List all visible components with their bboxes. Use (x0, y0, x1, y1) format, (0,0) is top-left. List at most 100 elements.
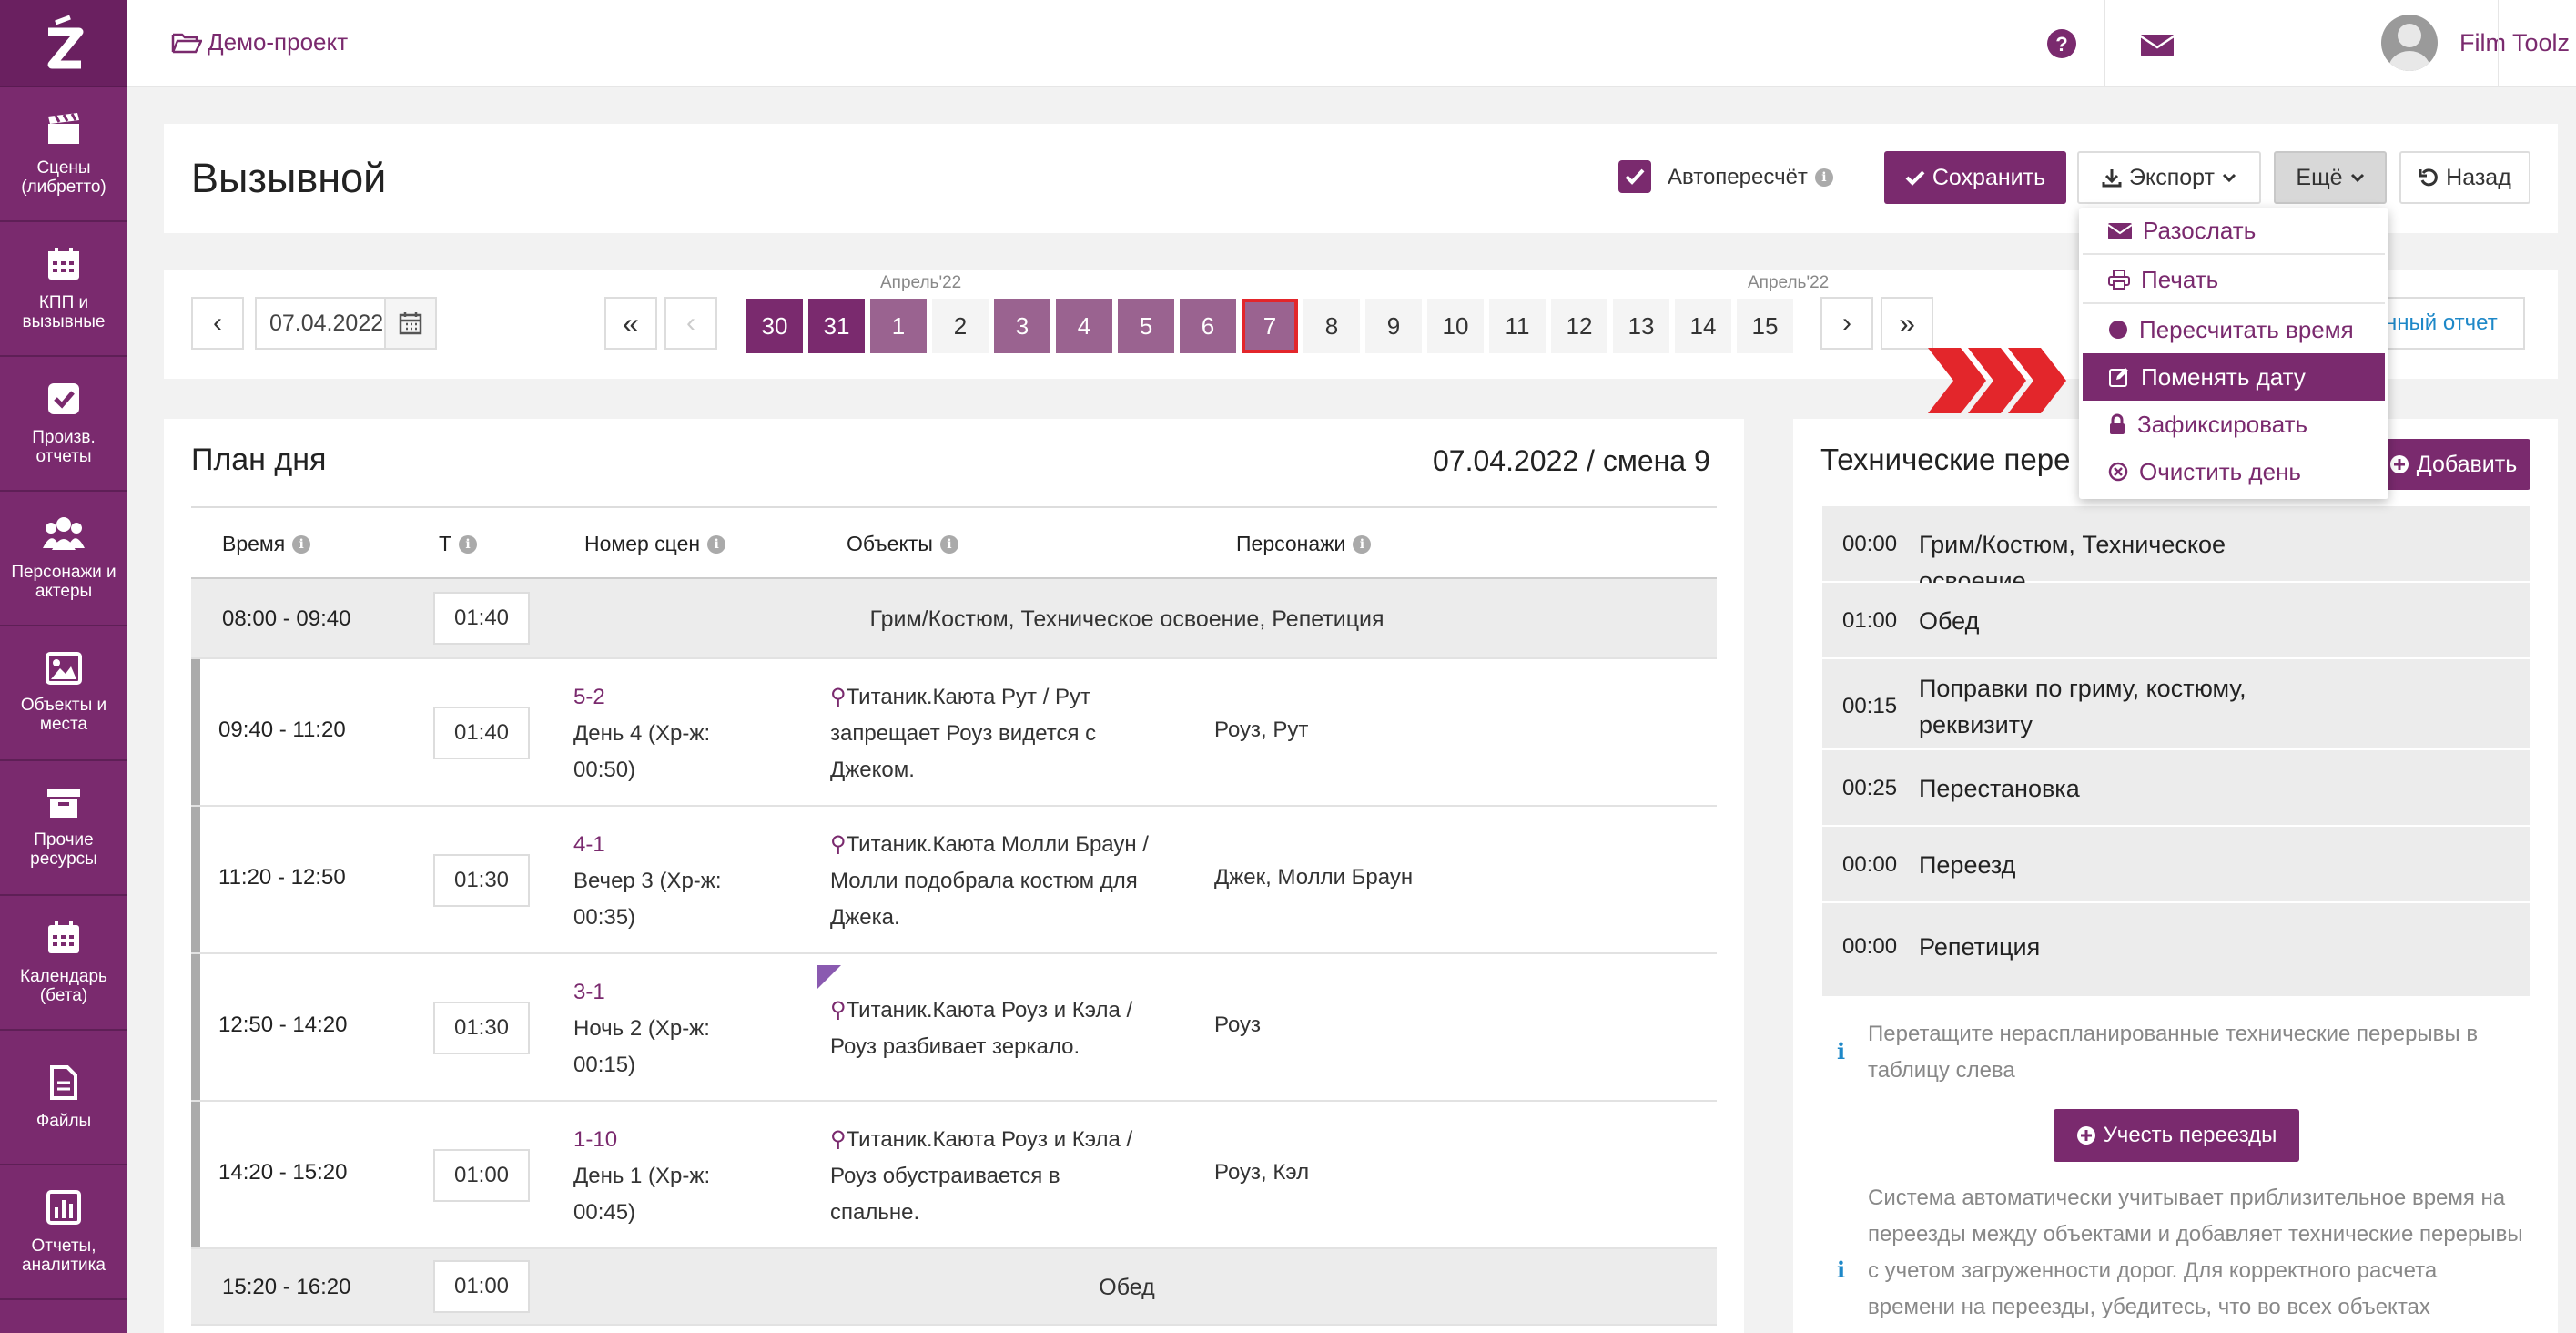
table-row[interactable]: 14:20 - 15:20 01:00 1-10 День 1 (Хр-ж: 00:… (191, 1102, 1717, 1249)
day-button[interactable]: 7 (1242, 299, 1298, 353)
duration-input[interactable]: 01:00 (433, 1149, 530, 1202)
day-button[interactable]: 3 (994, 299, 1050, 353)
info-icon[interactable]: i (292, 534, 311, 554)
scene-number-link[interactable]: 4-1 (573, 832, 605, 857)
break-item[interactable]: 00:25 Перестановка (1822, 750, 2530, 827)
sidebar-item-analytics[interactable]: Отчеты, аналитика (0, 1165, 127, 1300)
day-button[interactable]: 13 (1613, 299, 1669, 353)
table-row[interactable]: 15:20 - 16:20 01:00 Обед (191, 1249, 1717, 1326)
day-button[interactable]: 11 (1489, 299, 1546, 353)
prev-page-button[interactable]: ‹ (664, 297, 717, 350)
drag-handle[interactable] (191, 807, 200, 952)
app-logo[interactable] (0, 0, 127, 87)
messages-button[interactable] (2104, 0, 2210, 87)
day-button[interactable]: 12 (1551, 299, 1607, 353)
hint-travel: Система автоматически учитывает приблизи… (1868, 1185, 2523, 1319)
sidebar-item-locations[interactable]: Объекты и места (0, 626, 127, 761)
image-icon (46, 652, 82, 685)
duration-input[interactable]: 01:30 (433, 1002, 530, 1054)
info-icon[interactable]: i (459, 534, 478, 554)
sidebar-item-characters[interactable]: Персонажи и актеры (0, 492, 127, 626)
row-time: 09:40 - 11:20 (218, 717, 346, 742)
info-icon: i (1837, 1257, 1846, 1283)
day-button[interactable]: 30 (746, 299, 803, 353)
day-button[interactable]: 31 (808, 299, 865, 353)
project-link[interactable]: Демо-проект (171, 28, 348, 56)
duration-input[interactable]: 01:40 (433, 707, 530, 759)
project-name: Демо-проект (208, 28, 349, 56)
sidebar-item-label: КПП и вызывные (22, 293, 106, 331)
travel-button[interactable]: Учесть переезды (2054, 1109, 2299, 1162)
table-row[interactable]: 08:00 - 09:40 01:40 Грим/Костюм, Техниче… (191, 579, 1717, 659)
sidebar-item-scenes[interactable]: Сцены (либретто) (0, 87, 127, 222)
day-button[interactable]: 2 (932, 299, 989, 353)
svg-text:?: ? (2055, 33, 2067, 56)
back-button[interactable]: Назад (2399, 151, 2530, 204)
info-icon[interactable]: i (939, 534, 958, 554)
question-circle-icon: ? (2047, 29, 2076, 58)
autorecalc-checkbox[interactable] (1618, 160, 1651, 193)
info-icon[interactable]: i (1353, 534, 1372, 554)
print-icon (2108, 270, 2130, 290)
next-page-button[interactable]: › (1820, 297, 1873, 350)
table-row[interactable]: 09:40 - 11:20 01:40 5-2 День 4 (Хр-ж: 00:5… (191, 659, 1717, 807)
drag-handle[interactable] (191, 954, 200, 1100)
more-button[interactable]: Ещё (2274, 151, 2387, 204)
report-link[interactable]: нный отчет (2372, 297, 2525, 350)
scene-number-link[interactable]: 3-1 (573, 980, 605, 1004)
day-button[interactable]: 4 (1056, 299, 1112, 353)
menu-item-send[interactable]: Разослать (2083, 208, 2385, 255)
day-button[interactable]: 6 (1180, 299, 1236, 353)
scene-info: День 1 (Хр-ж: (573, 1164, 711, 1188)
table-row[interactable]: 11:20 - 12:50 01:30 4-1 Вечер 3 (Хр-ж: 00:… (191, 807, 1717, 954)
day-button[interactable]: 5 (1118, 299, 1174, 353)
break-item[interactable]: 01:00 Обед (1822, 583, 2530, 659)
sidebar-item-calendar[interactable]: Календарь (бета) (0, 896, 127, 1031)
save-label: Сохранить (1932, 164, 2046, 190)
object-cell: ⚲Титаник.Каюта Роуз и Кэла / Роуз обустра… (830, 1127, 1133, 1225)
duration-input[interactable]: 01:40 (433, 592, 530, 645)
calendar-button[interactable] (384, 297, 437, 350)
scene-number-link[interactable]: 1-10 (573, 1127, 618, 1152)
menu-item-change-date[interactable]: Поменять дату (2083, 353, 2385, 401)
help-button[interactable]: ? (2012, 0, 2112, 87)
save-button[interactable]: Сохранить (1884, 151, 2066, 204)
prev-date-button[interactable]: ‹ (191, 297, 244, 350)
menu-item-recalc[interactable]: Пересчитать время (2083, 306, 2385, 353)
add-break-button[interactable]: Добавить (2376, 439, 2530, 490)
scene-number-link[interactable]: 5-2 (573, 685, 605, 709)
day-button[interactable]: 15 (1737, 299, 1793, 353)
sidebar: Сцены (либретто) КПП и вызывные Произв. … (0, 0, 127, 1333)
sidebar-item-files[interactable]: Файлы (0, 1031, 127, 1165)
info-icon[interactable]: i (707, 534, 726, 554)
drag-handle[interactable] (191, 659, 200, 805)
break-item[interactable]: 00:00 Репетиция (1822, 903, 2530, 998)
archive-icon (47, 789, 80, 818)
day-button[interactable]: 10 (1427, 299, 1484, 353)
sidebar-item-label: Сцены (либретто) (21, 158, 106, 197)
info-icon[interactable]: i (1814, 168, 1833, 187)
duration-input[interactable]: 01:00 (433, 1260, 530, 1313)
day-button[interactable]: 1 (870, 299, 927, 353)
export-button[interactable]: Экспорт (2077, 151, 2261, 204)
last-page-button[interactable]: » (1881, 297, 1933, 350)
day-button[interactable]: 14 (1675, 299, 1731, 353)
duration-input[interactable]: 01:30 (433, 854, 530, 907)
break-item[interactable]: 00:15 Поправки по гриму, костюму, реквизи… (1822, 659, 2530, 750)
sidebar-item-callsheets[interactable]: КПП и вызывные (0, 222, 127, 357)
day-button[interactable]: 9 (1365, 299, 1422, 353)
check-icon (1905, 170, 1925, 186)
sidebar-item-reports[interactable]: Произв. отчеты (0, 357, 127, 492)
day-button[interactable]: 8 (1303, 299, 1360, 353)
break-item[interactable]: 00:00 Грим/Костюм, Техническое освоение (1822, 506, 2530, 595)
menu-item-print[interactable]: Печать (2083, 257, 2385, 304)
menu-item-clear[interactable]: Очистить день (2083, 448, 2385, 495)
drag-handle[interactable] (191, 1102, 200, 1247)
menu-item-lock[interactable]: Зафиксировать (2083, 401, 2385, 448)
sidebar-item-resources[interactable]: Прочие ресурсы (0, 761, 127, 896)
user-menu[interactable]: Film Toolz (2381, 15, 2570, 71)
first-page-button[interactable]: « (604, 297, 657, 350)
table-row[interactable]: 12:50 - 14:20 01:30 3-1 Ночь 2 (Хр-ж: 00:1… (191, 954, 1717, 1102)
break-item[interactable]: 00:00 Переезд (1822, 827, 2530, 903)
